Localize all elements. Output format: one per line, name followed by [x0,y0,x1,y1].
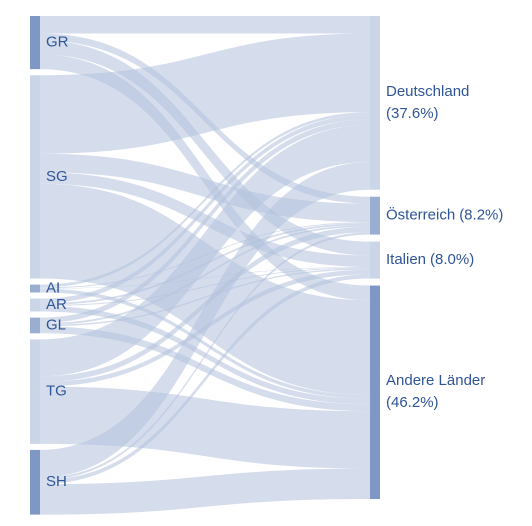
target-node [370,241,380,279]
source-node [30,75,40,279]
link [40,16,370,34]
source-node [30,339,40,444]
link [40,119,370,324]
link [40,226,370,382]
target-label: Andere Länder [386,372,485,389]
source-label: GR [46,34,69,51]
link [40,114,370,304]
link [40,288,370,399]
target-label: Österreich [386,206,455,224]
link [40,33,370,154]
link [40,326,370,412]
target-node [370,16,380,190]
source-label: GL [46,316,66,333]
links [40,16,370,515]
source-node [30,449,40,515]
target-value-label: (46.2%) [386,394,439,411]
link [40,274,370,485]
link [40,268,370,327]
source-node [30,317,40,334]
link [40,267,370,306]
source-node [30,298,40,312]
link [40,125,370,377]
source-label: AR [46,296,67,313]
target-label: Italien [386,251,426,268]
link [40,232,370,480]
source-label: TG [46,383,67,400]
target-value-label: (37.6%) [386,105,439,122]
source-label: AI [46,280,60,297]
link [40,468,370,515]
target-value-label: (8.0%) [430,251,474,268]
target-node [370,285,380,499]
source-label: SH [46,473,67,490]
link [40,224,370,325]
target-label: Deutschland [386,83,469,100]
link [40,40,370,256]
source-label: SG [46,168,68,185]
link [40,267,370,289]
link [40,54,370,301]
link [40,386,370,469]
link [40,183,370,396]
target-node [370,196,380,235]
source-node [30,16,40,70]
link [40,112,370,288]
target-value-label: (8.2%) [459,207,503,224]
source-node [30,284,40,293]
link [40,161,370,478]
